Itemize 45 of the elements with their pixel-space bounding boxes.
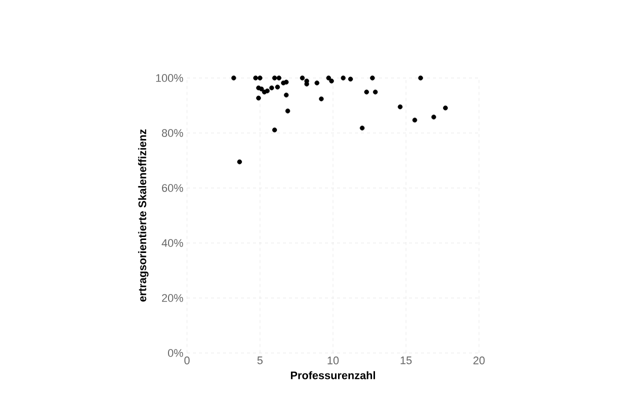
point: [398, 104, 403, 110]
y-tick-label: 100%: [156, 74, 184, 82]
y-tick-label: 80%: [162, 129, 184, 137]
x-axis-title: Professurenzahl: [290, 371, 376, 380]
y-axis-title: ertragsorientierte Skaleneffizienz: [138, 129, 148, 302]
point: [348, 76, 353, 82]
x-tick-label: 0: [184, 356, 190, 364]
point: [372, 90, 378, 94]
point: [285, 108, 290, 114]
point: [264, 88, 270, 94]
point: [231, 76, 236, 80]
point: [237, 159, 242, 164]
point: [304, 82, 310, 86]
point: [253, 76, 258, 80]
point: [300, 76, 305, 80]
x-tick-label: 20: [473, 356, 485, 364]
point: [360, 126, 365, 130]
y-tick-label: 60%: [162, 184, 184, 192]
point: [364, 90, 369, 94]
x-tick-label: 5: [257, 356, 263, 364]
point: [431, 114, 436, 120]
y-tick-label: 20%: [162, 294, 184, 302]
y-tick-label: 0%: [168, 349, 184, 357]
point: [443, 106, 448, 110]
point: [284, 92, 289, 98]
point: [276, 76, 282, 80]
point: [269, 85, 274, 90]
x-tick-label: 15: [400, 356, 412, 364]
point: [258, 76, 262, 80]
point: [256, 96, 261, 100]
point: [418, 76, 424, 80]
point: [272, 76, 278, 80]
point: [326, 76, 332, 80]
point: [275, 84, 280, 90]
y-tick-label: 40%: [162, 239, 184, 247]
point: [329, 78, 334, 84]
point: [370, 76, 375, 80]
point: [340, 76, 346, 80]
point: [318, 96, 324, 102]
x-tick-label: 10: [328, 356, 339, 364]
point: [412, 118, 418, 122]
point: [284, 80, 289, 85]
point: [314, 80, 320, 86]
point: [259, 86, 264, 92]
point: [272, 128, 278, 132]
